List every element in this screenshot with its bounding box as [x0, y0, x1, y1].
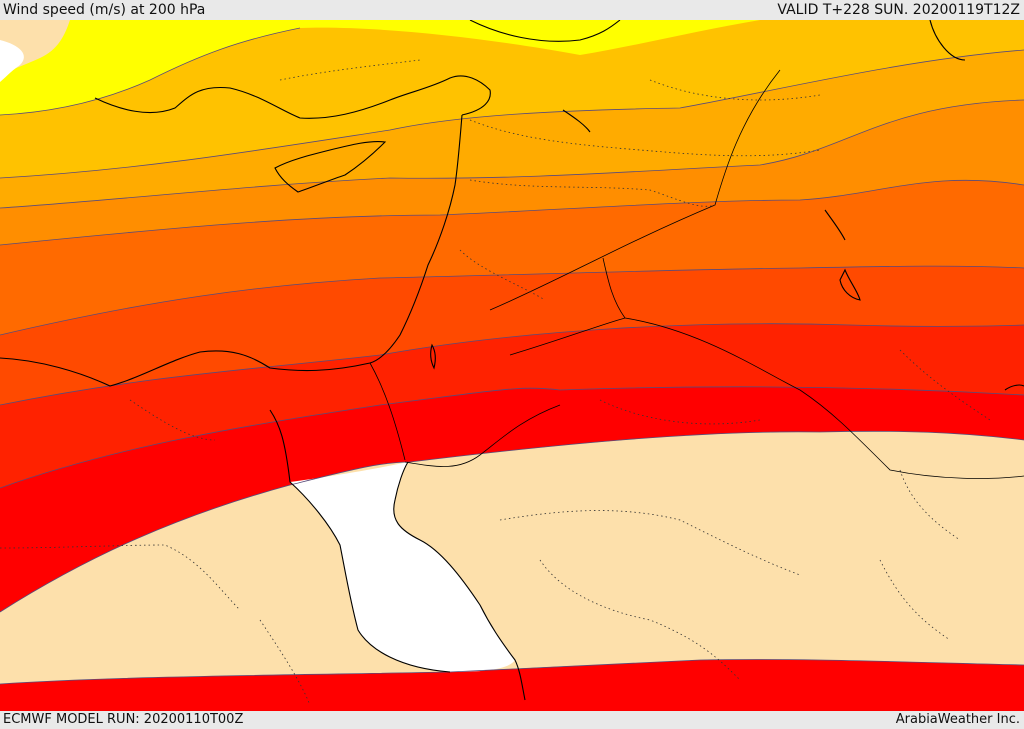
header-bar: Wind speed (m/s) at 200 hPa VALID T+228 … [0, 0, 1024, 20]
wind-band-1 [0, 20, 760, 115]
wind-band-4-patch [536, 145, 560, 155]
aegean-sea-patch [0, 40, 24, 82]
wind-band-2 [0, 20, 1024, 178]
red-sea [290, 462, 515, 672]
credit-label: ArabiaWeather Inc. [895, 712, 1020, 727]
map-svg [0, 20, 1024, 711]
country-borders [369, 69, 1024, 479]
internal-borders [0, 59, 991, 706]
coastlines [0, 20, 1024, 701]
map-title: Wind speed (m/s) at 200 hPa [3, 2, 206, 18]
calm-region-north [0, 431, 1024, 684]
wind-speed-map [0, 20, 1024, 711]
valid-time-label: VALID T+228 SUN. 20200119T12Z [777, 2, 1020, 18]
footer-bar: ECMWF MODEL RUN: 20200110T00Z ArabiaWeat… [0, 711, 1024, 729]
model-run-label: ECMWF MODEL RUN: 20200110T00Z [3, 712, 244, 727]
wind-band-3-patch [365, 72, 425, 86]
contour-lines [0, 27, 1024, 685]
